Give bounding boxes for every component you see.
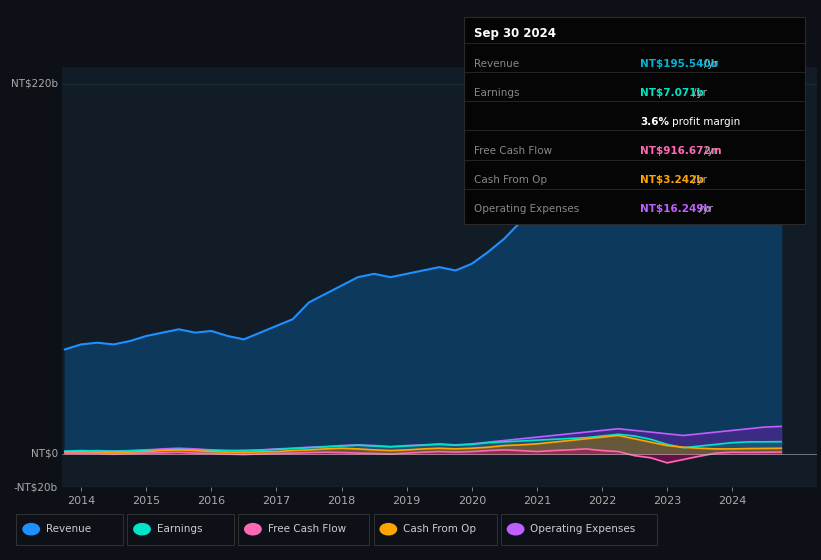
- Text: /yr: /yr: [704, 146, 718, 156]
- Text: NT$916.672m: NT$916.672m: [640, 146, 722, 156]
- Text: -NT$20b: -NT$20b: [14, 482, 57, 492]
- Text: Free Cash Flow: Free Cash Flow: [268, 524, 346, 534]
- Text: Earnings: Earnings: [157, 524, 202, 534]
- Text: /yr: /yr: [693, 175, 707, 185]
- Text: Operating Expenses: Operating Expenses: [474, 204, 579, 214]
- Text: Cash From Op: Cash From Op: [403, 524, 476, 534]
- Text: Revenue: Revenue: [46, 524, 91, 534]
- Text: Cash From Op: Cash From Op: [474, 175, 547, 185]
- Text: NT$0: NT$0: [30, 449, 57, 459]
- Text: Free Cash Flow: Free Cash Flow: [474, 146, 552, 156]
- Text: NT$195.540b: NT$195.540b: [640, 58, 718, 68]
- Text: Sep 30 2024: Sep 30 2024: [474, 27, 556, 40]
- Text: /yr: /yr: [693, 87, 707, 97]
- Text: profit margin: profit margin: [672, 116, 740, 127]
- Text: Revenue: Revenue: [474, 58, 519, 68]
- Text: NT$220b: NT$220b: [11, 79, 57, 89]
- Text: NT$7.071b: NT$7.071b: [640, 87, 704, 97]
- Text: Earnings: Earnings: [474, 87, 519, 97]
- Text: 3.6%: 3.6%: [640, 116, 669, 127]
- Text: /yr: /yr: [699, 204, 713, 214]
- Text: Operating Expenses: Operating Expenses: [530, 524, 635, 534]
- Text: /yr: /yr: [704, 58, 718, 68]
- Text: NT$3.242b: NT$3.242b: [640, 175, 704, 185]
- Text: NT$16.249b: NT$16.249b: [640, 204, 711, 214]
